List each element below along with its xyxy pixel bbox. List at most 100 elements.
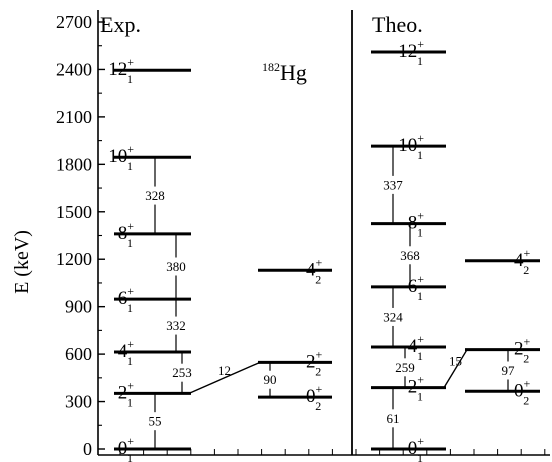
y-axis-title: E (keV) [11, 230, 33, 294]
transition-energy-label: 12 [218, 363, 231, 378]
level-parity: + [127, 284, 134, 298]
exp-panel-label: Exp. [100, 12, 141, 37]
y-tick-label: 2700 [56, 12, 92, 32]
level-spin: 6 [408, 276, 418, 297]
level-index: 1 [127, 451, 133, 462]
transition-energy-label: 337 [383, 177, 403, 192]
level-parity: + [127, 55, 134, 69]
transition-energy-label: 61 [387, 411, 400, 426]
level-spin: 4 [408, 336, 418, 357]
level-parity: + [417, 131, 424, 145]
level-label: 2+ 1 [408, 373, 425, 404]
level-label: 6+ 1 [408, 272, 425, 303]
y-tick-label: 900 [65, 297, 92, 317]
level-index: 1 [417, 349, 423, 363]
level-index: 2 [523, 393, 529, 407]
level-parity: + [417, 373, 424, 387]
level-parity: + [127, 337, 134, 351]
level-spin: 0 [306, 386, 316, 407]
level-index: 1 [417, 226, 423, 240]
level-label: 10+ 1 [398, 131, 424, 162]
theo-panel: 0+ 12+ 14+ 16+ 18+ 110+ 112+ 10+ 22+ 24+ 261259324… [371, 37, 540, 462]
level-parity: + [417, 37, 424, 51]
y-tick-label: 300 [65, 392, 92, 412]
level-parity: + [316, 382, 323, 396]
y-tick-label: 0 [83, 439, 92, 459]
level-spin: 12 [108, 59, 127, 80]
level-index: 1 [127, 159, 133, 173]
level-spin: 0 [118, 438, 128, 459]
y-tick-label: 600 [65, 344, 92, 364]
level-index: 2 [315, 399, 321, 413]
y-tick-label: 1500 [56, 202, 92, 222]
level-label: 10+ 1 [108, 142, 134, 173]
level-spin: 12 [398, 41, 417, 62]
transition-energy-label: 368 [400, 248, 420, 263]
level-parity: + [316, 347, 323, 361]
nucleus-label: 182Hg [262, 60, 307, 85]
level-index: 1 [417, 148, 423, 162]
level-parity: + [127, 142, 134, 156]
transition-energy-label: 259 [395, 360, 415, 375]
level-parity: + [524, 335, 531, 349]
level-spin: 2 [118, 382, 128, 403]
theo-panel-label: Theo. [372, 12, 423, 37]
level-index: 1 [127, 236, 133, 250]
nucleus-symbol: Hg [280, 60, 307, 85]
nucleus-mass: 182 [262, 60, 280, 74]
level-index: 1 [417, 289, 423, 303]
level-index: 2 [523, 352, 529, 366]
interband-transition-line [188, 361, 261, 394]
level-spin: 2 [306, 351, 316, 372]
labels: E (keV) Exp. Theo. 182Hg [11, 12, 423, 294]
level-index: 2 [315, 272, 321, 286]
y-tick-label: 2100 [56, 107, 92, 127]
transition-energy-label: 55 [149, 414, 162, 429]
level-index: 1 [417, 390, 423, 404]
level-parity: + [417, 332, 424, 346]
level-spin: 4 [118, 341, 128, 362]
level-label: 0+ 1 [118, 434, 135, 462]
level-label: 0+ 2 [514, 376, 531, 407]
level-label: 0+ 1 [408, 434, 425, 462]
level-spin: 2 [514, 339, 524, 360]
level-label: 0+ 2 [306, 382, 323, 413]
level-label: 4+ 1 [118, 337, 135, 368]
level-spin: 10 [108, 146, 127, 167]
level-label: 12+ 1 [398, 37, 424, 68]
level-index: 1 [417, 54, 423, 68]
level-spin: 6 [118, 288, 128, 309]
level-parity: + [417, 209, 424, 223]
transition-energy-label: 253 [172, 365, 192, 380]
exp-panel: 0+ 12+ 14+ 16+ 18+ 110+ 112+ 10+ 22+ 24+ 255253332… [108, 55, 332, 462]
level-spin: 4 [514, 250, 524, 271]
transition-energy-label: 90 [264, 372, 277, 387]
level-label: 8+ 1 [118, 219, 135, 250]
level-parity: + [524, 376, 531, 390]
level-spin: 2 [408, 377, 418, 398]
level-label: 12+ 1 [108, 55, 134, 86]
level-spin: 0 [514, 380, 524, 401]
level-index: 1 [127, 301, 133, 315]
y-tick-label: 1800 [56, 154, 92, 174]
level-parity: + [524, 246, 531, 260]
transition-energy-label: 332 [166, 318, 186, 333]
level-label: 8+ 1 [408, 209, 425, 240]
level-spin: 0 [408, 438, 418, 459]
level-index: 1 [127, 354, 133, 368]
level-label: 2+ 2 [306, 347, 323, 378]
transition-energy-label: 324 [383, 309, 403, 324]
level-index: 2 [315, 364, 321, 378]
level-index: 1 [417, 451, 423, 462]
level-spin: 8 [408, 213, 418, 234]
frame [97, 10, 550, 456]
level-label: 4+ 2 [514, 246, 531, 277]
level-parity: + [127, 434, 134, 448]
level-spin: 4 [306, 259, 316, 280]
y-axis: 0 300 600 900 1200 1500 1800 2100 2400 2700 [56, 12, 105, 459]
transition-energy-label: 328 [145, 188, 165, 203]
level-spin: 10 [398, 135, 417, 156]
transition-energy-label: 15 [449, 354, 462, 369]
level-parity: + [316, 255, 323, 269]
